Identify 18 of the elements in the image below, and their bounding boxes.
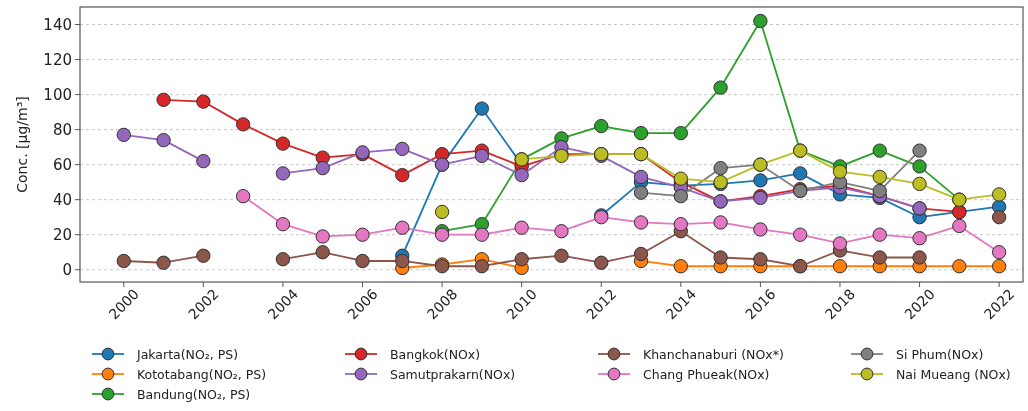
legend-label: Samutprakarn(NOx) — [390, 366, 516, 382]
y-tick-label: 120 — [43, 50, 72, 69]
legend-label: Chang Phueak(NOx) — [643, 366, 770, 382]
y-axis-title: Conc. [μg/m³] — [14, 96, 30, 193]
y-tick-label: 80 — [52, 120, 72, 139]
legend-label: Si Phum(NOx) — [896, 346, 984, 362]
legend-label: Jakarta(NO₂, PS) — [136, 346, 239, 362]
y-tick-label: 60 — [52, 155, 72, 174]
legend-label: Bangkok(NOx) — [390, 346, 481, 362]
legend-label: Khanchanaburi (NOx*) — [643, 346, 784, 362]
y-tick-label: 0 — [62, 260, 72, 279]
legend-label: Kototabang(NO₂, PS) — [137, 366, 267, 382]
legend-label: Bandung(NO₂, PS) — [137, 386, 251, 402]
y-tick-label: 100 — [43, 85, 72, 104]
y-tick-label: 140 — [43, 15, 72, 34]
y-tick-label: 40 — [52, 190, 72, 209]
y-tick-label: 20 — [52, 225, 72, 244]
legend-label: Nai Mueang (NOx) — [896, 366, 1011, 382]
